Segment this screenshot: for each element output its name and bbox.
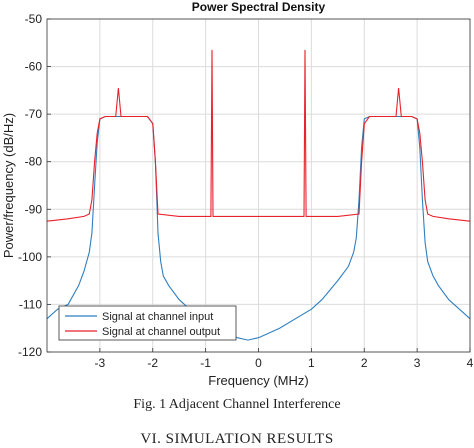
y-tick-label: -50 [25,12,43,26]
y-tick-label: -70 [25,107,43,121]
x-axis-label: Frequency (MHz) [208,373,308,388]
y-tick-label: -100 [18,250,42,264]
x-tick-label: -2 [147,356,158,370]
legend-box [58,305,237,341]
y-tick-label: -90 [25,202,43,216]
x-tick-label: -1 [200,356,211,370]
x-tick-label: 4 [467,356,474,370]
y-tick-label: -120 [18,345,42,359]
figure-caption: Fig. 1 Adjacent Channel Interference [133,397,341,412]
chart-svg: -3 -2 -1 0 1 2 3 4 -50 -60 -70 -80 -90 -100 -110 -120 Po… [1,0,474,388]
chart-title: Power Spectral Density [192,0,326,14]
x-tick-label: 1 [308,356,315,370]
y-tick-label: -80 [25,155,43,169]
section-heading: VI. SIMULATION RESULTS [140,431,334,447]
legend-label-2: Signal at channel output [102,326,220,338]
legend-label-1: Signal at channel input [102,311,213,323]
x-tick-label: 3 [414,356,421,370]
legend: Signal at channel input Signal at channel… [58,305,237,341]
series-line-2 [46,49,471,222]
y-tick-label: -110 [19,297,42,311]
psd-chart: -3 -2 -1 0 1 2 3 4 -50 -60 -70 -80 -90 -100 -110 -120 Po… [1,0,474,388]
y-tick-label: -60 [25,60,43,74]
x-tick-label: 2 [361,356,368,370]
y-axis-label: Power/frequency (dB/Hz) [1,113,16,258]
x-tick-label: -3 [95,356,106,370]
x-tick-label: 0 [255,356,262,370]
